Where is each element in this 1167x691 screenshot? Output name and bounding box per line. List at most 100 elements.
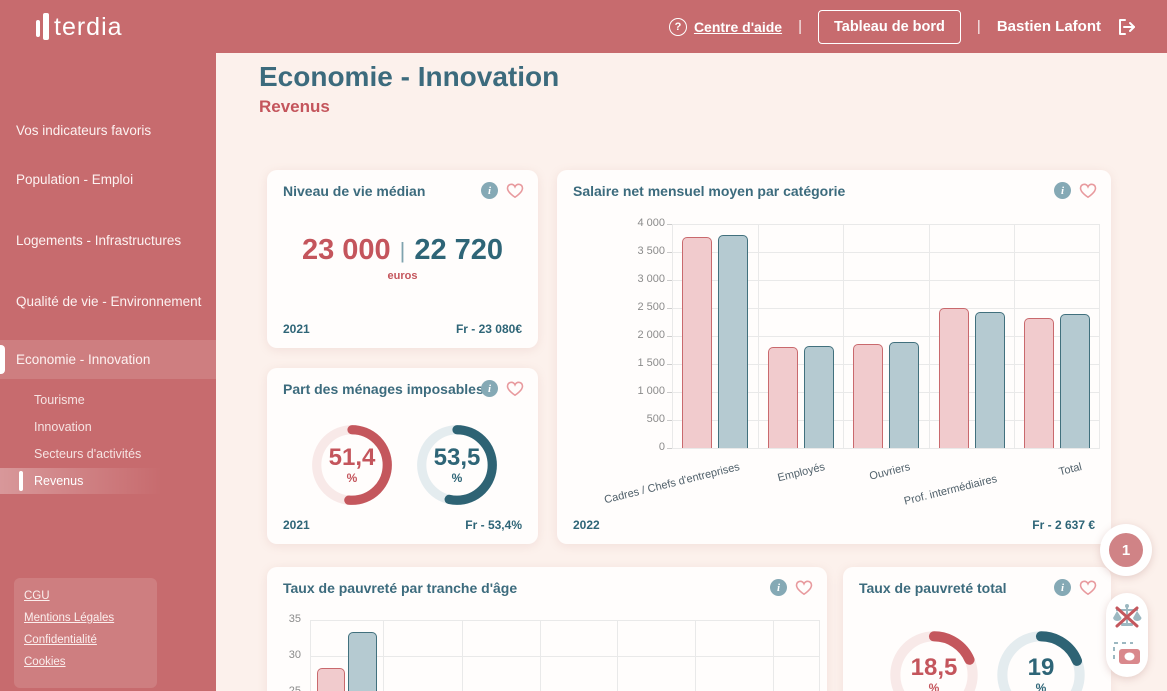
bar-territoire-rose: [853, 343, 884, 448]
gridline: [757, 224, 759, 448]
legal-link-confidentialite[interactable]: Confidentialité: [24, 634, 97, 646]
gridline: [1099, 224, 1100, 448]
sidebar-item-logements[interactable]: Logements - Infrastructures: [16, 233, 182, 248]
page-subtitle: Revenus: [259, 97, 330, 116]
info-icon[interactable]: i: [1054, 182, 1071, 199]
gauge-value: 19: [1027, 654, 1055, 681]
favorite-heart-icon[interactable]: [506, 182, 524, 199]
sidebar-subitem-innovation[interactable]: Innovation: [34, 420, 92, 434]
y-tick-mark: [667, 224, 672, 225]
sidebar-item-qualite[interactable]: Qualité de vie - Environnement: [16, 294, 202, 309]
info-icon[interactable]: i: [1054, 579, 1071, 596]
y-tick-mark: [667, 364, 672, 365]
y-tick-label: 2 000: [637, 329, 665, 341]
bar-comparaison-bleu: [1060, 314, 1091, 448]
gridline: [843, 224, 845, 448]
favorite-heart-icon[interactable]: [1079, 182, 1097, 199]
x-category-label: Cadres / Chefs d'entreprises: [603, 461, 741, 507]
card-salaire-categorie: Salaire net mensuel moyen par catégorie …: [557, 170, 1111, 544]
gridline: [928, 224, 930, 448]
sidebar-subitem-revenus[interactable]: Revenus: [0, 468, 216, 494]
gridline: [672, 392, 1100, 393]
bar-territoire-rose: [1024, 317, 1055, 448]
gauge-ring: [417, 425, 497, 505]
sidebar-item-population[interactable]: Population - Emploi: [16, 172, 134, 187]
bar-territoire-rose: [767, 347, 798, 448]
y-tick-mark: [667, 308, 672, 309]
legal-link-cgu[interactable]: CGU: [24, 590, 50, 602]
gauge-comparaison: 19%: [995, 629, 1087, 691]
favorite-heart-icon[interactable]: [795, 579, 813, 596]
gridline: [462, 620, 463, 691]
bar-comparaison-bleu: [803, 345, 834, 448]
gauge-text: 18,5%: [888, 629, 980, 691]
sidebar-item-economie[interactable]: Economie - Innovation: [0, 340, 216, 379]
gauge-value: 51,4: [328, 444, 376, 471]
favorite-heart-icon[interactable]: [506, 380, 524, 397]
y-tick-label: 0: [658, 441, 665, 453]
gauge-comparaison: 53,5%: [415, 423, 499, 507]
sidebar-subitem-tourisme[interactable]: Tourisme: [34, 393, 85, 407]
gridline: [672, 364, 1100, 365]
gridline: [617, 620, 618, 691]
selection-count-badge[interactable]: 1: [1100, 524, 1152, 576]
bar-comparaison-bleu: [348, 631, 377, 691]
info-icon[interactable]: i: [481, 182, 498, 199]
top-bar-actions: ? Centre d'aide | Tableau de bord | Bast…: [668, 9, 1137, 44]
x-category-label: Ouvriers: [868, 461, 912, 483]
info-icon[interactable]: i: [770, 579, 787, 596]
gridline: [773, 620, 774, 691]
gauge-ring: [997, 631, 1085, 691]
dashboard-button[interactable]: Tableau de bord: [817, 9, 961, 44]
sidebar-item-favoris[interactable]: Vos indicateurs favoris: [16, 123, 152, 138]
gauge-text: 51,4%: [310, 423, 394, 507]
legal-link-cookies[interactable]: Cookies: [24, 656, 66, 668]
gauge-territoire: 18,5%: [888, 629, 980, 691]
info-icon[interactable]: i: [481, 380, 498, 397]
active-indicator: [19, 471, 23, 491]
bar-comparaison-bleu: [974, 311, 1005, 448]
y-tick-label: 30: [288, 649, 301, 661]
gridline: [672, 224, 673, 448]
favorite-heart-icon[interactable]: [1079, 579, 1097, 596]
y-tick-label: 1 000: [637, 385, 665, 397]
help-link[interactable]: ? Centre d'aide: [668, 17, 783, 36]
y-tick-label: 500: [646, 413, 665, 425]
brand-logo[interactable]: terdia: [36, 13, 123, 40]
y-tick-label: 1 500: [637, 357, 665, 369]
logout-icon[interactable]: [1117, 18, 1137, 36]
gridline: [310, 656, 820, 657]
floating-toolbar: [1106, 593, 1148, 677]
card-niveau-de-vie: Niveau de vie médian i 23 000 | 22 720 e…: [267, 170, 538, 348]
y-tick-label: 3 500: [637, 245, 665, 257]
compare-disabled-icon[interactable]: [1112, 603, 1142, 631]
value-unit: euros: [387, 270, 418, 282]
y-tick-label: 3 000: [637, 273, 665, 285]
gauge-text: 19%: [995, 629, 1087, 691]
card-menages-imposables: Part des ménages imposables i 51,4% 53,5…: [267, 368, 538, 544]
sidebar: Vos indicateurs favoris Population - Emp…: [0, 53, 216, 691]
legal-link-mentions[interactable]: Mentions Légales: [24, 612, 115, 624]
card-title: Salaire net mensuel moyen par catégorie: [573, 183, 846, 199]
gauge-unit: %: [1035, 681, 1047, 691]
sidebar-subitem-secteurs[interactable]: Secteurs d'activités: [34, 447, 142, 461]
page-title: Economie - Innovation: [259, 61, 560, 92]
main-content: Economie - Innovation Revenus Niveau de …: [216, 53, 1167, 691]
gauge-unit: %: [346, 471, 358, 485]
y-tick-label: 25: [288, 685, 301, 691]
help-label: Centre d'aide: [693, 18, 783, 35]
user-name[interactable]: Bastien Lafont: [996, 18, 1101, 35]
value-divider: |: [399, 237, 406, 263]
logo-text: terdia: [54, 13, 123, 41]
y-tick-label: 35: [288, 613, 301, 625]
bar-comparaison-bleu: [889, 342, 920, 448]
gridline: [672, 336, 1100, 337]
help-icon: ?: [668, 17, 687, 36]
card-pauvrete-tranche-age: Taux de pauvreté par tranche d'âge i 35 3…: [267, 567, 827, 691]
gauge-text: 53,5%: [415, 423, 499, 507]
gridline: [1014, 224, 1016, 448]
gauge-unit: %: [451, 471, 463, 485]
territory-selection-icon[interactable]: [1112, 640, 1142, 667]
card-title: Taux de pauvreté total: [859, 580, 1007, 596]
card-pauvrete-total: Taux de pauvreté total i 18,5% 19%: [843, 567, 1111, 691]
